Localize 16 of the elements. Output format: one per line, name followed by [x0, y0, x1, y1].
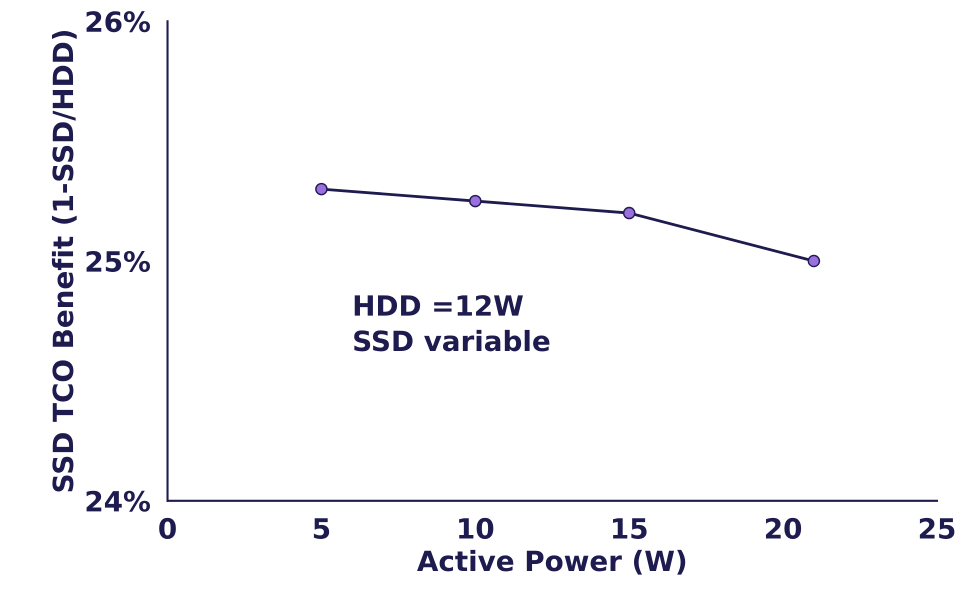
- x-tick-label: 15: [613, 518, 647, 539]
- point: [315, 182, 328, 196]
- point: [622, 206, 636, 220]
- point: [469, 194, 482, 208]
- x-tick-label: 10: [459, 518, 494, 539]
- point: [808, 254, 820, 268]
- x-tick-label: 25: [920, 518, 954, 539]
- x-axis-title: Active Power (W): [417, 550, 686, 575]
- y-tick-label: 26%: [86, 11, 150, 32]
- y-tick-label: 24%: [86, 490, 150, 512]
- x-tick-label: 0: [159, 518, 176, 539]
- annotation: HDD =12W SSD variable: [354, 295, 550, 352]
- y-axis-title: SSD TCO Benefit (1-SSD/HDD): [52, 30, 77, 492]
- y-tick-label: 25%: [86, 250, 150, 272]
- x-tick-label: 20: [766, 518, 802, 539]
- x-tick-label: 5: [314, 518, 330, 539]
